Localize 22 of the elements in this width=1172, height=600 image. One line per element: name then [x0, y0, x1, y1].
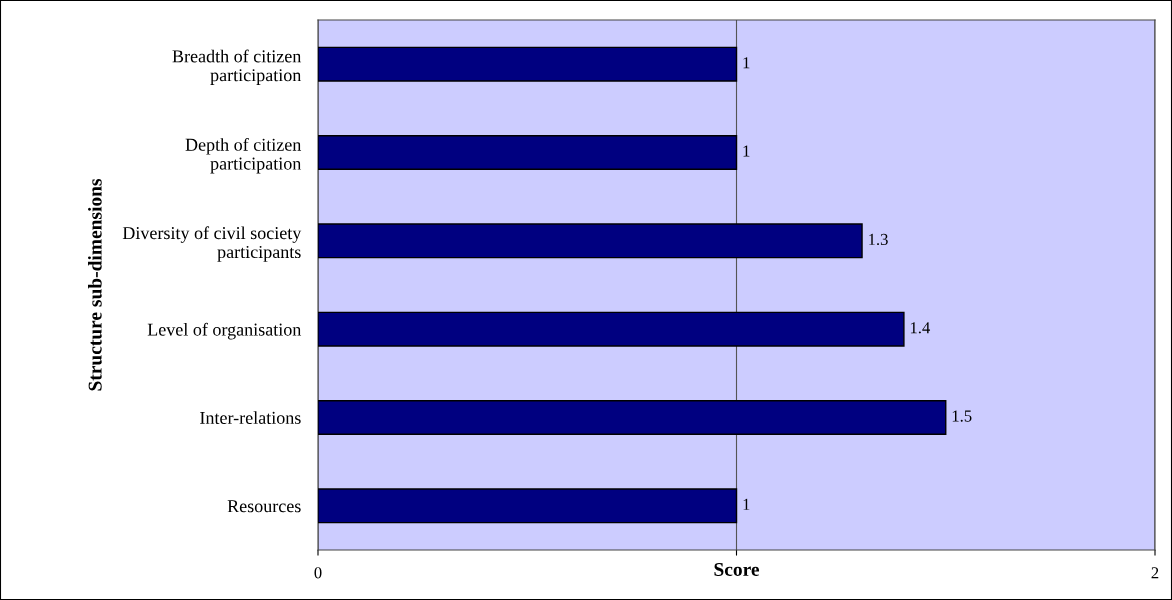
- bar: [318, 488, 738, 524]
- data-label: 1.3: [869, 233, 888, 246]
- bar: [318, 400, 947, 435]
- data-label: 1.4: [910, 322, 931, 334]
- bar: [318, 311, 905, 347]
- y-tick-label: Breadth of citizen participation: [172, 49, 302, 85]
- bar: [318, 135, 738, 170]
- x-tick-label: 0: [314, 567, 322, 579]
- y-tick-label: Resources: [227, 500, 301, 513]
- data-label: 1.5: [952, 410, 972, 422]
- y-tick-label: Depth of citizen participation: [185, 137, 302, 174]
- data-label: 1: [743, 498, 750, 510]
- y-tick-label: Diversity of civil society participants: [122, 226, 302, 262]
- data-label: 1: [743, 57, 750, 69]
- bar: [318, 46, 738, 82]
- y-tick-label: Inter-relations: [200, 411, 301, 424]
- y-axis-title: Structure sub-dimensions: [88, 178, 102, 391]
- x-tick-label: 2: [1151, 567, 1159, 579]
- x-axis-title: Score: [714, 562, 760, 577]
- data-label: 1: [743, 145, 750, 157]
- bar: [318, 223, 863, 259]
- y-tick-label: Level of organisation: [147, 322, 302, 340]
